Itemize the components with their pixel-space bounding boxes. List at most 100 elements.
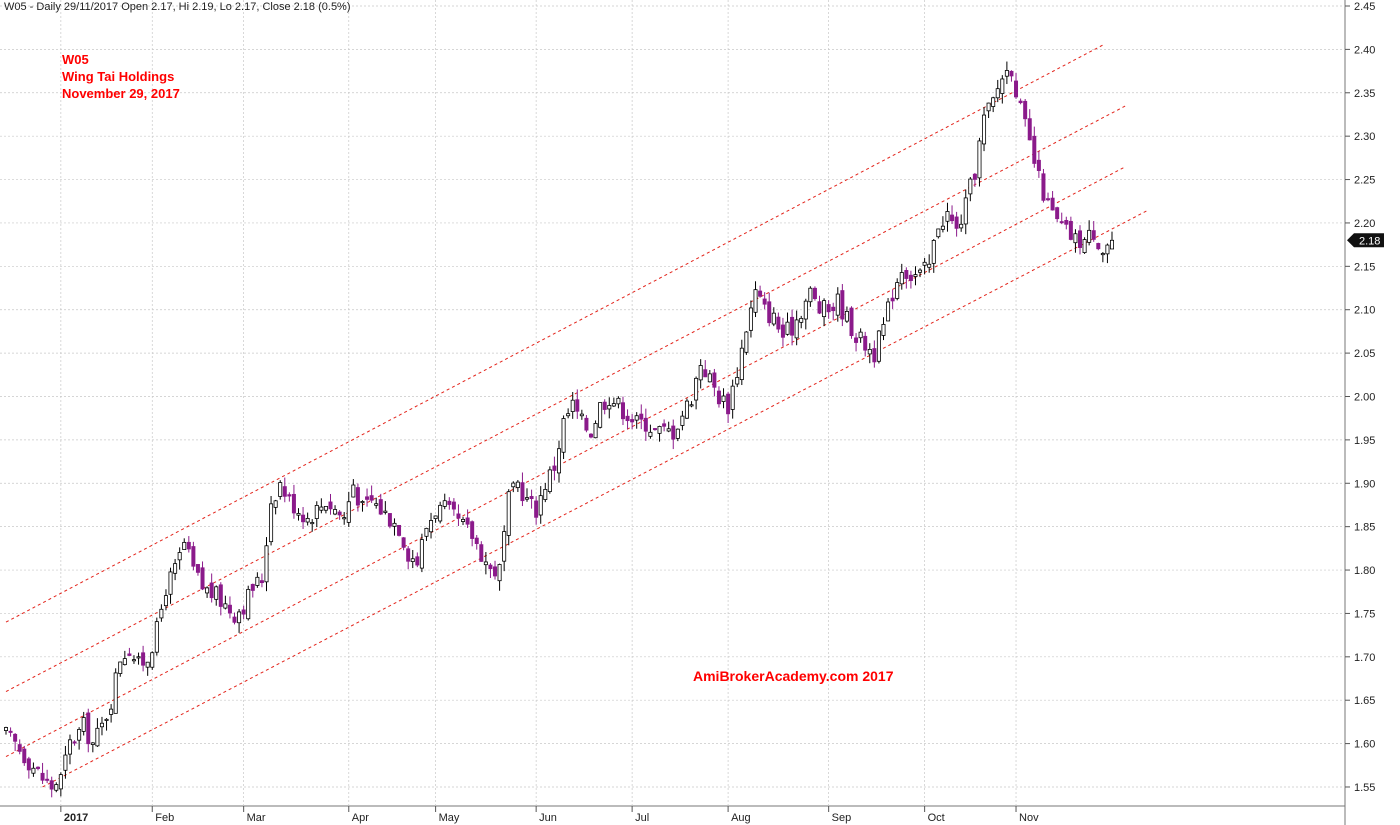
candle-body bbox=[387, 513, 392, 527]
candle-body bbox=[131, 659, 136, 662]
candle-body bbox=[264, 545, 269, 583]
candle-body bbox=[520, 482, 525, 502]
candle-body bbox=[355, 487, 360, 506]
candle-body bbox=[630, 419, 635, 423]
candle-body bbox=[790, 316, 795, 336]
candle-body bbox=[113, 672, 118, 714]
candle-body bbox=[534, 500, 539, 518]
y-tick-label: 2.45 bbox=[1354, 1, 1375, 13]
candle-body bbox=[269, 503, 274, 543]
candle-body bbox=[552, 465, 557, 471]
last-price-label: 2.18 bbox=[1359, 235, 1380, 247]
candle-body bbox=[1036, 159, 1041, 171]
candle-body bbox=[620, 402, 625, 420]
candle-body bbox=[1014, 80, 1019, 98]
x-tick-label: Feb bbox=[155, 812, 174, 824]
candle-body bbox=[479, 544, 484, 562]
candle-body bbox=[835, 293, 840, 316]
candle-body bbox=[1046, 198, 1051, 201]
candle-body bbox=[575, 399, 580, 412]
candle-body bbox=[913, 274, 918, 277]
candle-body bbox=[1096, 243, 1101, 250]
x-tick-label: Jun bbox=[539, 812, 557, 824]
candle-body bbox=[648, 431, 653, 437]
candle-body bbox=[1078, 230, 1083, 248]
candle-body bbox=[826, 304, 831, 313]
candle-body bbox=[8, 730, 13, 733]
chart-header-info: W05 - Daily 29/11/2017 Open 2.17, Hi 2.1… bbox=[4, 1, 351, 13]
candle-body bbox=[173, 563, 178, 574]
candle-body bbox=[1023, 100, 1028, 120]
candle-body bbox=[538, 495, 543, 516]
last-price-marker: 2.18 bbox=[1347, 233, 1384, 248]
candle-body bbox=[81, 717, 86, 732]
candle-body bbox=[483, 561, 488, 566]
candle-body bbox=[844, 311, 849, 322]
channel-line bbox=[42, 209, 1149, 788]
candle-body bbox=[250, 583, 255, 591]
x-tick-label: Jul bbox=[635, 812, 649, 824]
candle-body bbox=[13, 733, 18, 742]
candle-body bbox=[698, 365, 703, 381]
candle-body bbox=[383, 510, 388, 513]
candle-body bbox=[904, 270, 909, 279]
candle-body bbox=[136, 656, 141, 659]
y-tick-label: 1.75 bbox=[1354, 608, 1375, 620]
candle-body bbox=[1041, 173, 1046, 201]
candle-body bbox=[977, 140, 982, 179]
candle-body bbox=[730, 385, 735, 410]
candle-body bbox=[680, 415, 685, 426]
candle-body bbox=[543, 488, 548, 500]
candle-body bbox=[922, 261, 927, 266]
candle-body bbox=[611, 403, 616, 407]
candle-body bbox=[360, 501, 365, 504]
candle-body bbox=[1004, 70, 1009, 77]
candle-body bbox=[54, 784, 59, 791]
candle-body bbox=[40, 772, 45, 781]
candle-body bbox=[547, 469, 552, 492]
candle-body bbox=[273, 500, 278, 508]
candle-body bbox=[1068, 220, 1073, 240]
candle-body bbox=[899, 272, 904, 285]
candle-body bbox=[721, 395, 726, 402]
candle-body bbox=[141, 652, 146, 666]
channel-line bbox=[5, 44, 1104, 623]
candle-body bbox=[758, 290, 763, 297]
x-tick-label: Apr bbox=[352, 812, 369, 824]
candle-body bbox=[995, 88, 1000, 99]
candle-body bbox=[1073, 233, 1078, 244]
candle-body bbox=[241, 609, 246, 615]
candle-body bbox=[954, 216, 959, 229]
candle-body bbox=[351, 484, 356, 498]
candle-body bbox=[278, 482, 283, 497]
candle-body bbox=[803, 300, 808, 320]
candle-body bbox=[474, 537, 479, 544]
candle-body bbox=[895, 282, 900, 299]
candle-body bbox=[392, 522, 397, 527]
candle-body bbox=[182, 541, 187, 550]
candle-body bbox=[712, 372, 717, 388]
candle-body bbox=[634, 415, 639, 421]
candle-body bbox=[35, 766, 40, 769]
candle-body bbox=[200, 567, 205, 590]
candle-body bbox=[812, 287, 817, 300]
candle-body bbox=[406, 548, 411, 562]
candle-body bbox=[1087, 229, 1092, 243]
candle-body bbox=[566, 413, 571, 417]
candle-body bbox=[177, 552, 182, 561]
candle-body bbox=[557, 448, 562, 474]
candle-body bbox=[337, 511, 342, 516]
candle-body bbox=[319, 506, 324, 511]
candle-body bbox=[1091, 230, 1096, 240]
candle-body bbox=[1059, 221, 1064, 224]
candle-body bbox=[607, 405, 612, 410]
candle-body bbox=[104, 718, 109, 721]
candle-body bbox=[410, 558, 415, 562]
candle-body bbox=[588, 433, 593, 438]
y-tick-label: 2.20 bbox=[1354, 218, 1375, 230]
candle-body bbox=[259, 580, 264, 584]
candle-body bbox=[707, 373, 712, 383]
x-tick-label: Sep bbox=[832, 812, 852, 824]
candle-body bbox=[666, 428, 671, 432]
candle-body bbox=[31, 767, 36, 774]
